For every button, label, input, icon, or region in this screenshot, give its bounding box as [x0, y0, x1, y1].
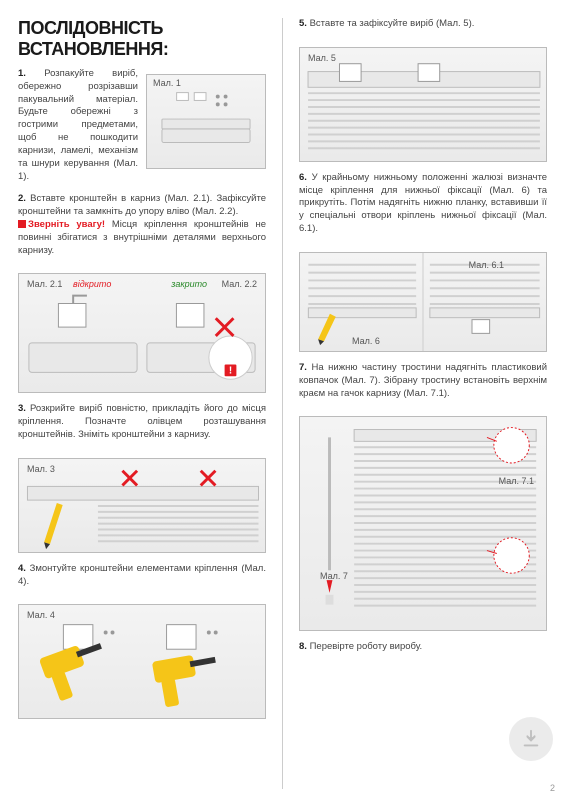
- step-4: 4. Змонтуйте кронштейни елементами кріпл…: [18, 563, 266, 589]
- step-7: 7. На нижню частину тростини надягніть п…: [299, 362, 547, 400]
- figure-3: Мал. 3: [18, 458, 266, 553]
- step-5: 5. Вставте та зафіксуйте виріб (Мал. 5).: [299, 18, 547, 31]
- column-divider: [282, 18, 283, 789]
- step8-text: 8. Перевірте роботу виробу.: [299, 641, 547, 654]
- step-3: 3. Розкрийте виріб повністю, прикладіть …: [18, 403, 266, 441]
- figure-6: Мал. 6 Мал. 6.1: [299, 252, 547, 352]
- step4-text: 4. Змонтуйте кронштейни елементами кріпл…: [18, 563, 266, 589]
- fig22-label: Мал. 2.2: [220, 278, 259, 290]
- step1-text: 1. Розпакуйте виріб, обережно розрізавши…: [18, 68, 138, 183]
- figure-1: Мал. 1: [146, 74, 266, 169]
- step-6: 6. У крайньому нижньому положенні жалюзі…: [299, 172, 547, 236]
- fig71-label: Мал. 7.1: [497, 475, 536, 487]
- step-2: 2. Вставте кронштейн в карниз (Мал. 2.1)…: [18, 193, 266, 257]
- fig61-label: Мал. 6.1: [467, 259, 506, 271]
- fig1-label: Мал. 1: [151, 77, 183, 89]
- step-1: 1. Розпакуйте виріб, обережно розрізавши…: [18, 68, 266, 183]
- step3-text: 3. Розкрийте виріб повністю, прикладіть …: [18, 403, 266, 441]
- fig7-label: Мал. 7: [318, 570, 350, 582]
- fig21-label: Мал. 2.1: [25, 278, 64, 290]
- figure-7: Мал. 7 Мал. 7.1: [299, 416, 547, 631]
- open-label: відкрито: [71, 278, 113, 290]
- page-columns: ПОСЛІДОВНІСТЬ ВСТАНОВЛЕННЯ: 1. Розпакуйт…: [18, 18, 547, 789]
- step2-text: 2. Вставте кронштейн в карниз (Мал. 2.1)…: [18, 193, 266, 257]
- warning-label: Зверніть увагу!: [28, 219, 105, 230]
- step7-text: 7. На нижню частину тростини надягніть п…: [299, 362, 547, 400]
- download-badge-icon: [509, 717, 553, 761]
- fig3-label: Мал. 3: [25, 463, 57, 475]
- warning-square-icon: [18, 220, 26, 228]
- step6-text: 6. У крайньому нижньому положенні жалюзі…: [299, 172, 547, 236]
- svg-text:!: !: [229, 366, 232, 377]
- step-8: 8. Перевірте роботу виробу.: [299, 641, 547, 654]
- step5-text: 5. Вставте та зафіксуйте виріб (Мал. 5).: [299, 18, 547, 31]
- figure-5: Мал. 5: [299, 47, 547, 162]
- figure-2: Мал. 2.1 відкрито закрито Мал. 2.2 !: [18, 273, 266, 393]
- left-column: ПОСЛІДОВНІСТЬ ВСТАНОВЛЕННЯ: 1. Розпакуйт…: [18, 18, 266, 789]
- figure-4: Мал. 4: [18, 604, 266, 719]
- page-title: ПОСЛІДОВНІСТЬ ВСТАНОВЛЕННЯ:: [18, 18, 266, 60]
- fig6-label: Мал. 6: [350, 335, 382, 347]
- fig5-label: Мал. 5: [306, 52, 338, 64]
- page-number: 2: [550, 783, 555, 793]
- closed-label: закрито: [169, 278, 209, 290]
- right-column: 5. Вставте та зафіксуйте виріб (Мал. 5).…: [299, 18, 547, 789]
- fig4-label: Мал. 4: [25, 609, 57, 621]
